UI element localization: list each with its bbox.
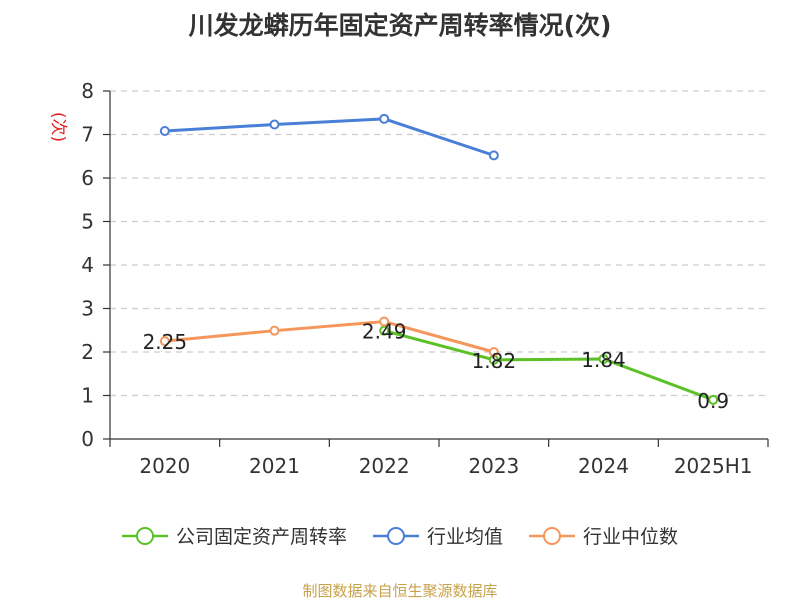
data-point xyxy=(488,150,499,161)
data-point xyxy=(269,325,280,336)
y-tick-label: 2 xyxy=(81,340,94,364)
legend-label: 公司固定资产周转率 xyxy=(175,526,347,548)
data-point xyxy=(159,336,170,347)
series-line-0 xyxy=(383,329,714,402)
legend-marker-icon xyxy=(121,526,168,545)
data-label: 1.84 xyxy=(581,348,626,372)
series-line-1 xyxy=(164,117,495,157)
data-point xyxy=(269,119,280,130)
y-tick-label: 4 xyxy=(81,253,94,277)
legend-label: 行业均值 xyxy=(426,526,503,548)
x-tick-label: 2024 xyxy=(578,454,629,478)
y-tick-label: 3 xyxy=(81,297,94,321)
data-point xyxy=(379,316,390,327)
x-tick-label: 2023 xyxy=(468,454,519,478)
y-tick-label: 5 xyxy=(81,210,94,234)
x-tick-label: 2020 xyxy=(139,454,190,478)
x-tick-label: 2021 xyxy=(249,454,300,478)
axes: 0 1 2 3 4 5 6 7 8 2020 2021 2022 2023 2024 2025H1 (次) xyxy=(48,79,769,478)
series-line-2 xyxy=(164,320,495,354)
data-point xyxy=(159,126,170,137)
data-point xyxy=(488,347,499,357)
y-axis-label: (次) xyxy=(48,112,68,142)
source-note: 制图数据来自恒生聚源数据库 xyxy=(302,582,498,600)
chart-title: 川发龙蟒历年固定资产周转率情况(次) xyxy=(188,11,612,40)
legend: 公司固定资产周转率 行业均值 行业中位数 xyxy=(0,522,800,549)
legend-marker-icon xyxy=(372,526,419,545)
y-tick-label: 6 xyxy=(81,166,94,190)
y-tick-label: 7 xyxy=(81,123,94,147)
series-lines xyxy=(159,113,719,405)
y-tick-label: 0 xyxy=(81,427,94,451)
legend-item[interactable]: 公司固定资产周转率 xyxy=(121,522,347,549)
data-label: 2.49 xyxy=(362,320,407,344)
y-tick-label: 8 xyxy=(81,79,94,103)
legend-item[interactable]: 行业均值 xyxy=(372,522,503,549)
data-labels: 2.49 1.82 1.84 0.9 2.25 xyxy=(143,320,730,413)
legend-marker-icon xyxy=(529,526,575,545)
x-tick-label: 2025H1 xyxy=(674,454,753,478)
legend-label: 行业中位数 xyxy=(583,526,679,548)
data-point xyxy=(598,353,609,364)
x-tick-label: 2022 xyxy=(359,454,410,478)
data-label: 1.82 xyxy=(472,349,517,373)
y-tick-label: 1 xyxy=(81,384,94,408)
data-point xyxy=(379,325,390,336)
data-label: 0.9 xyxy=(697,389,729,413)
data-point xyxy=(379,113,390,124)
legend-item[interactable]: 行业中位数 xyxy=(529,522,678,549)
data-point xyxy=(708,394,719,405)
data-label: 2.25 xyxy=(143,330,188,354)
